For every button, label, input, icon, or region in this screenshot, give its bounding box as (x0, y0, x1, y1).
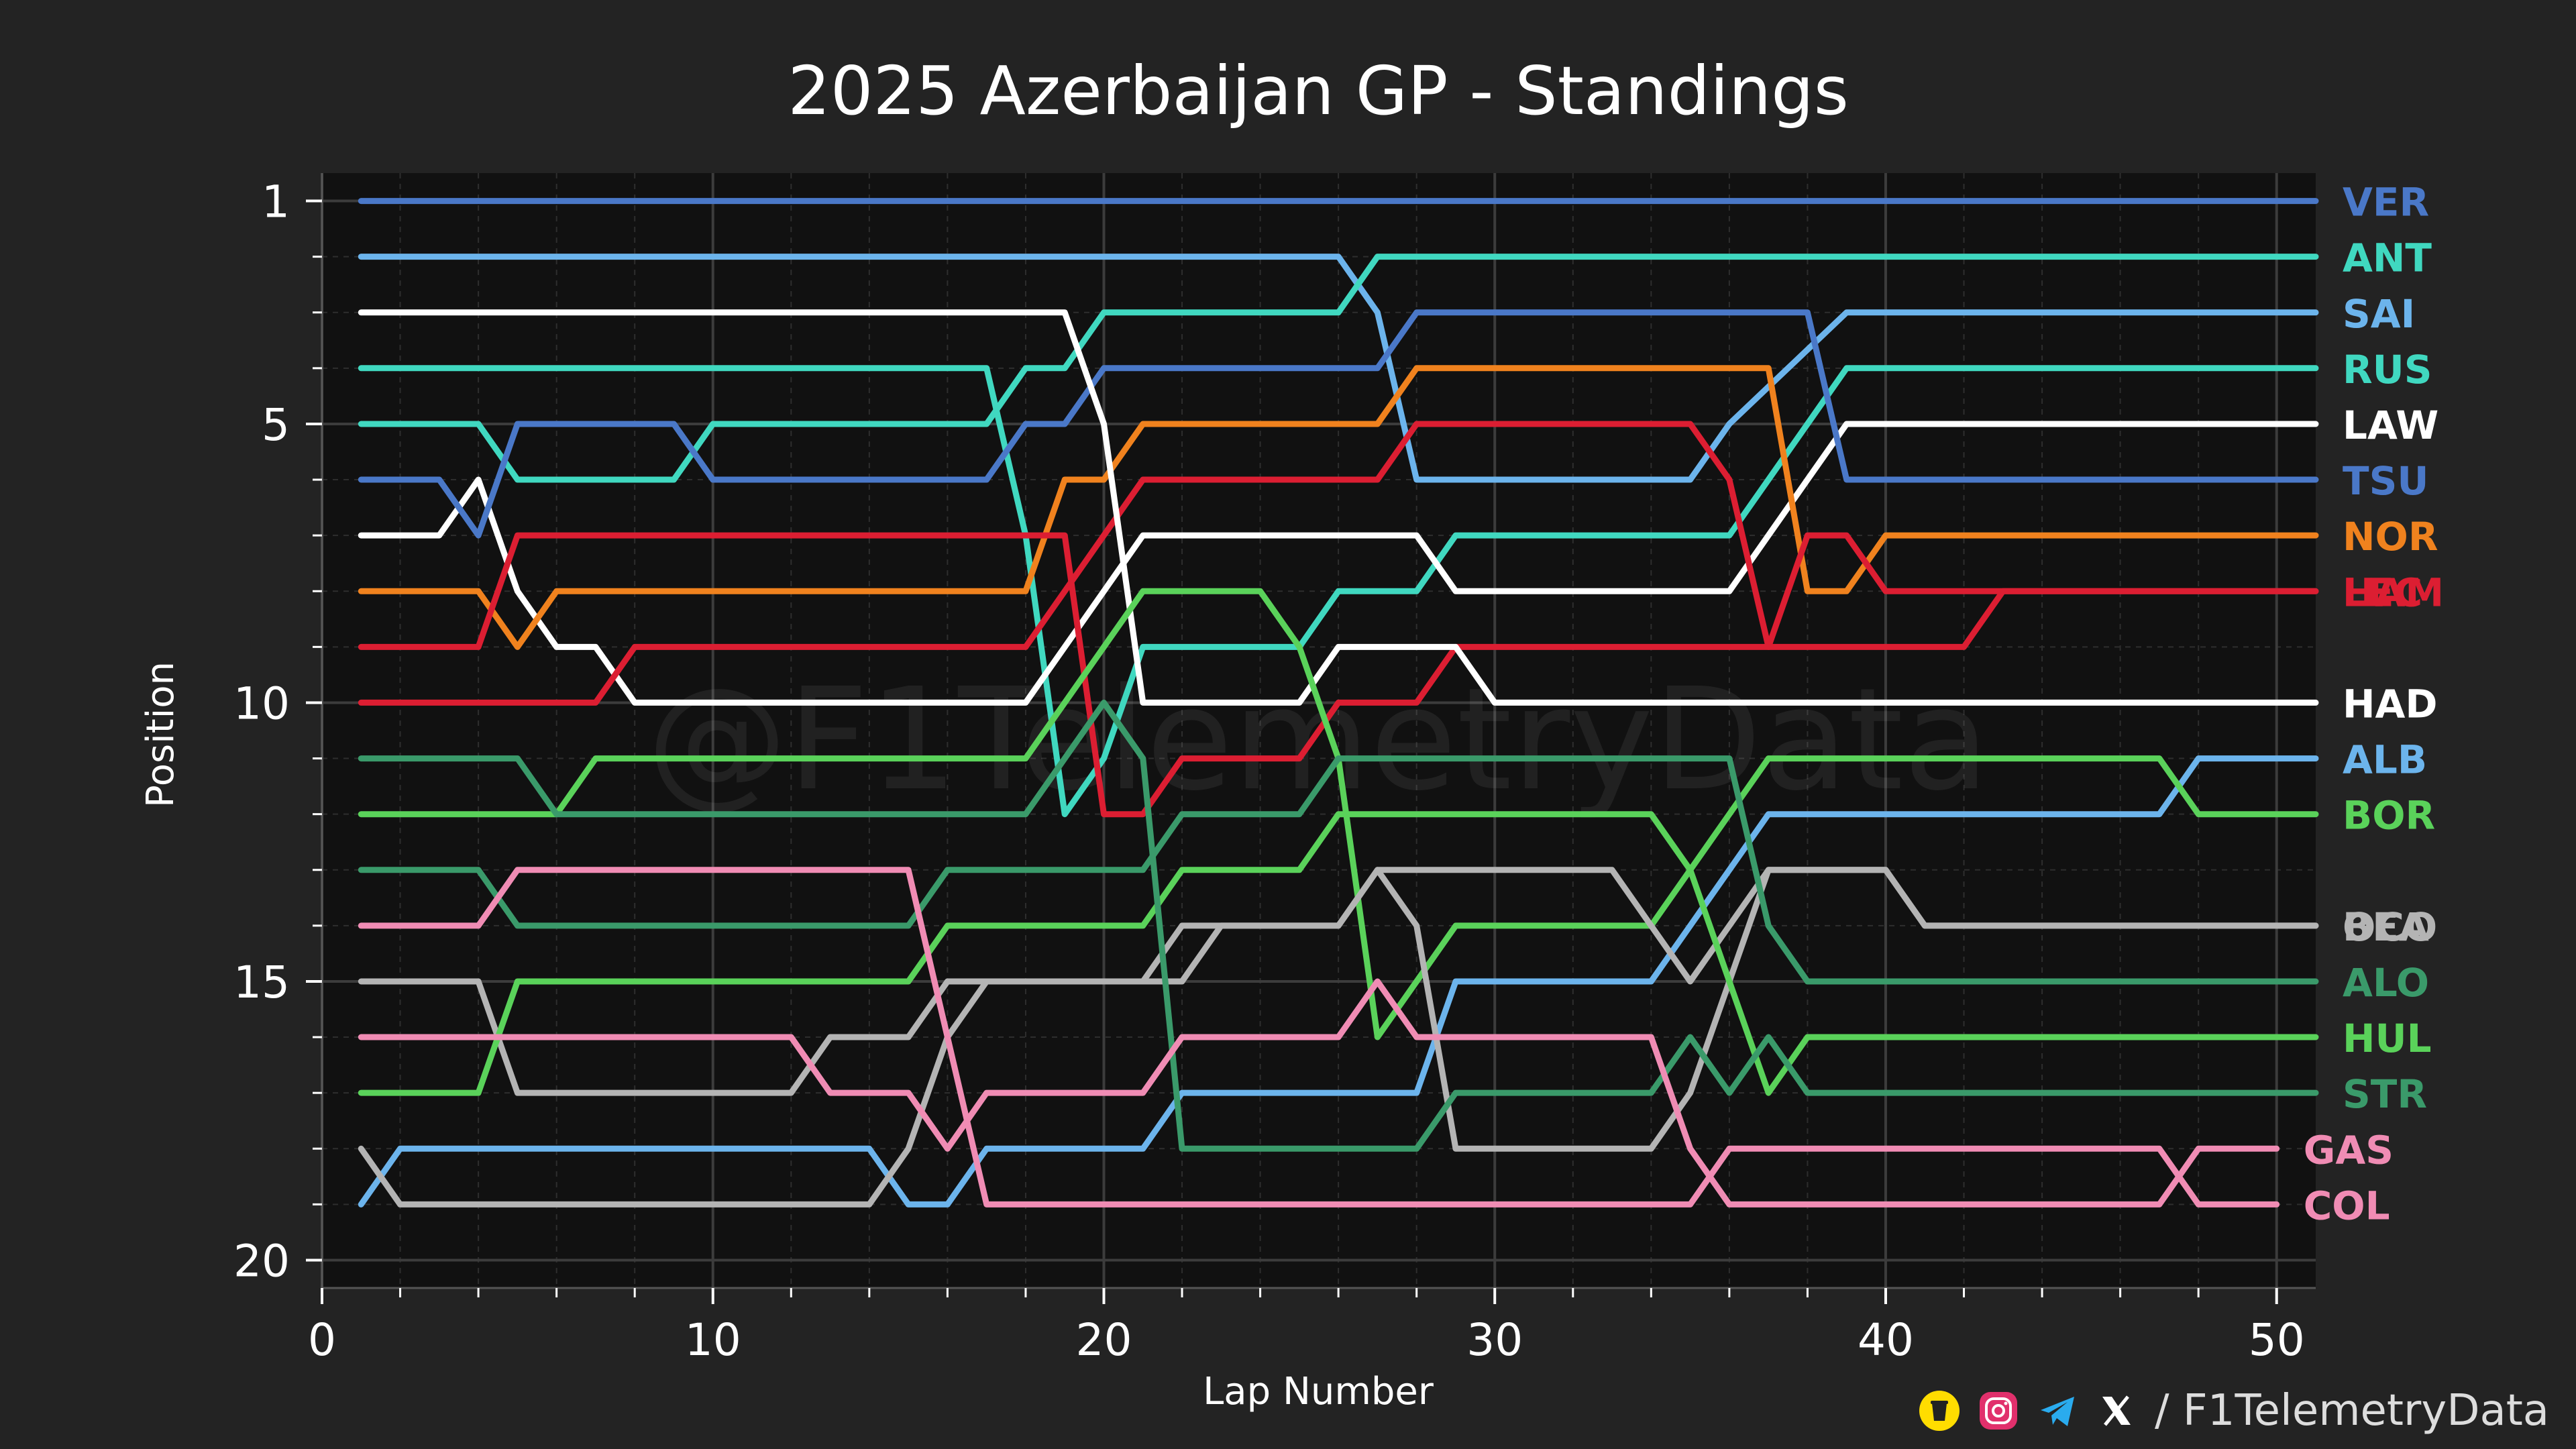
driver-label-col: COL (2304, 1183, 2390, 1228)
series-line-ant (358, 254, 2319, 483)
x-tick-label: 20 (1075, 1314, 1132, 1366)
driver-label-oco: OCO (2343, 904, 2437, 950)
y-tick-label: 5 (262, 399, 290, 451)
x-tick-label: 40 (1858, 1314, 1914, 1366)
bmc-icon[interactable] (1919, 1390, 1960, 1432)
driver-label-sai: SAI (2343, 291, 2415, 337)
driver-label-nor: NOR (2343, 514, 2438, 559)
driver-label-alb: ALB (2343, 737, 2427, 783)
series-line-alo (358, 755, 2319, 985)
series-line-col (358, 867, 2280, 1208)
series-line-nor (358, 365, 2319, 650)
series-line-law (358, 421, 2319, 706)
series-line-lec (358, 421, 2319, 706)
driver-label-alo: ALO (2343, 960, 2429, 1006)
x-tick-label: 30 (1466, 1314, 1523, 1366)
driver-label-str: STR (2343, 1071, 2427, 1117)
driver-label-ver: VER (2343, 180, 2429, 225)
y-tick-label: 20 (233, 1235, 290, 1287)
x-icon[interactable] (2096, 1390, 2137, 1432)
footer-handle[interactable]: / F1TelemetryData (2155, 1386, 2549, 1436)
series-line-oco (358, 867, 2319, 1208)
series-line-gas (358, 978, 2280, 1208)
driver-label-bor: BOR (2343, 793, 2435, 839)
x-tick-label: 0 (308, 1314, 336, 1366)
driver-label-rus: RUS (2343, 347, 2432, 392)
driver-label-hul: HUL (2343, 1016, 2432, 1061)
series-line-had (358, 309, 2319, 706)
x-axis-label: Lap Number (1203, 1370, 1434, 1413)
driver-label-gas: GAS (2304, 1127, 2394, 1173)
x-tick-label: 50 (2249, 1314, 2305, 1366)
driver-label-lec: LEC (2343, 570, 2422, 615)
driver-label-ham: HAM (2343, 570, 2444, 615)
series-lines (358, 198, 2319, 1208)
series-line-sai (358, 254, 2319, 483)
driver-label-law: LAW (2343, 402, 2438, 448)
telegram-icon[interactable] (2037, 1390, 2078, 1432)
footer: / F1TelemetryData (1919, 1386, 2549, 1436)
driver-label-bea: BEA (2343, 904, 2429, 950)
series-line-str (358, 699, 2319, 1152)
series-line-ham (358, 532, 2319, 818)
y-tick-label: 1 (262, 176, 290, 228)
instagram-icon[interactable] (1978, 1390, 2019, 1432)
chart-title: 2025 Azerbaijan GP - Standings (788, 52, 1849, 130)
driver-label-had: HAD (2343, 681, 2438, 727)
y-tick-label: 10 (233, 678, 290, 729)
x-tick-label: 10 (685, 1314, 741, 1366)
driver-label-tsu: TSU (2343, 458, 2428, 504)
series-line-tsu (358, 309, 2319, 539)
y-tick-label: 15 (233, 957, 290, 1008)
y-axis-label: Position (139, 661, 182, 808)
driver-label-ant: ANT (2343, 235, 2432, 281)
watermark: @F1TelemetryData (647, 657, 1990, 822)
